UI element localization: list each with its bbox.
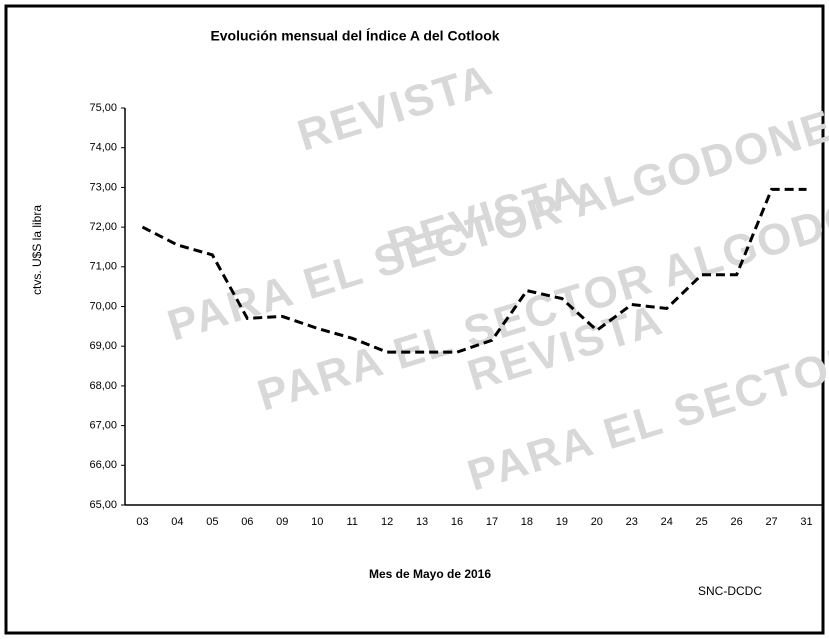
x-tick-label: 20 (591, 516, 603, 528)
x-tick-label: 25 (696, 516, 708, 528)
line-series (141, 187, 807, 354)
y-tick-label: 68,00 (89, 380, 117, 392)
x-tick-label: 24 (661, 516, 673, 528)
y-tick-label: 65,00 (89, 499, 117, 511)
x-tick-label: 31 (800, 516, 812, 528)
x-tick-label: 16 (451, 516, 463, 528)
y-tick-label: 66,00 (89, 459, 117, 471)
chart-title: Evolución mensual del Índice A del Cotlo… (210, 28, 499, 44)
x-tick-label: 13 (416, 516, 428, 528)
x-tick-label: 11 (346, 516, 357, 528)
x-tick-label: 17 (486, 516, 498, 528)
y-tick-label: 71,00 (89, 261, 117, 273)
x-tick-label: 19 (556, 516, 568, 528)
x-tick-label: 05 (206, 516, 218, 528)
x-tick-label: 03 (136, 516, 148, 528)
x-tick-label: 09 (276, 516, 288, 528)
y-tick-label: 67,00 (89, 420, 117, 432)
x-tick-label: 04 (171, 516, 183, 528)
y-tick-label: 73,00 (89, 181, 117, 193)
x-tick-label: 10 (311, 516, 323, 528)
y-axis-label: ctvs. U$S la libra (30, 205, 44, 295)
x-tick-label: 27 (765, 516, 777, 528)
y-tick-label: 72,00 (89, 221, 117, 233)
x-tick-label: 26 (731, 516, 743, 528)
x-tick-label: 18 (521, 516, 533, 528)
y-tick-label: 69,00 (89, 340, 117, 352)
source: SNC-DCDC (698, 584, 762, 598)
x-tick-label: 23 (626, 516, 638, 528)
frame (4, 4, 825, 635)
y-tick-label: 74,00 (89, 142, 117, 154)
x-tick-label: 12 (381, 516, 393, 528)
y-tick-label: 70,00 (89, 300, 117, 312)
x-axis-label: Mes de Mayo de 2016 (369, 567, 491, 581)
x-tick-label: 06 (241, 516, 253, 528)
y-tick-label: 75,00 (89, 102, 117, 114)
